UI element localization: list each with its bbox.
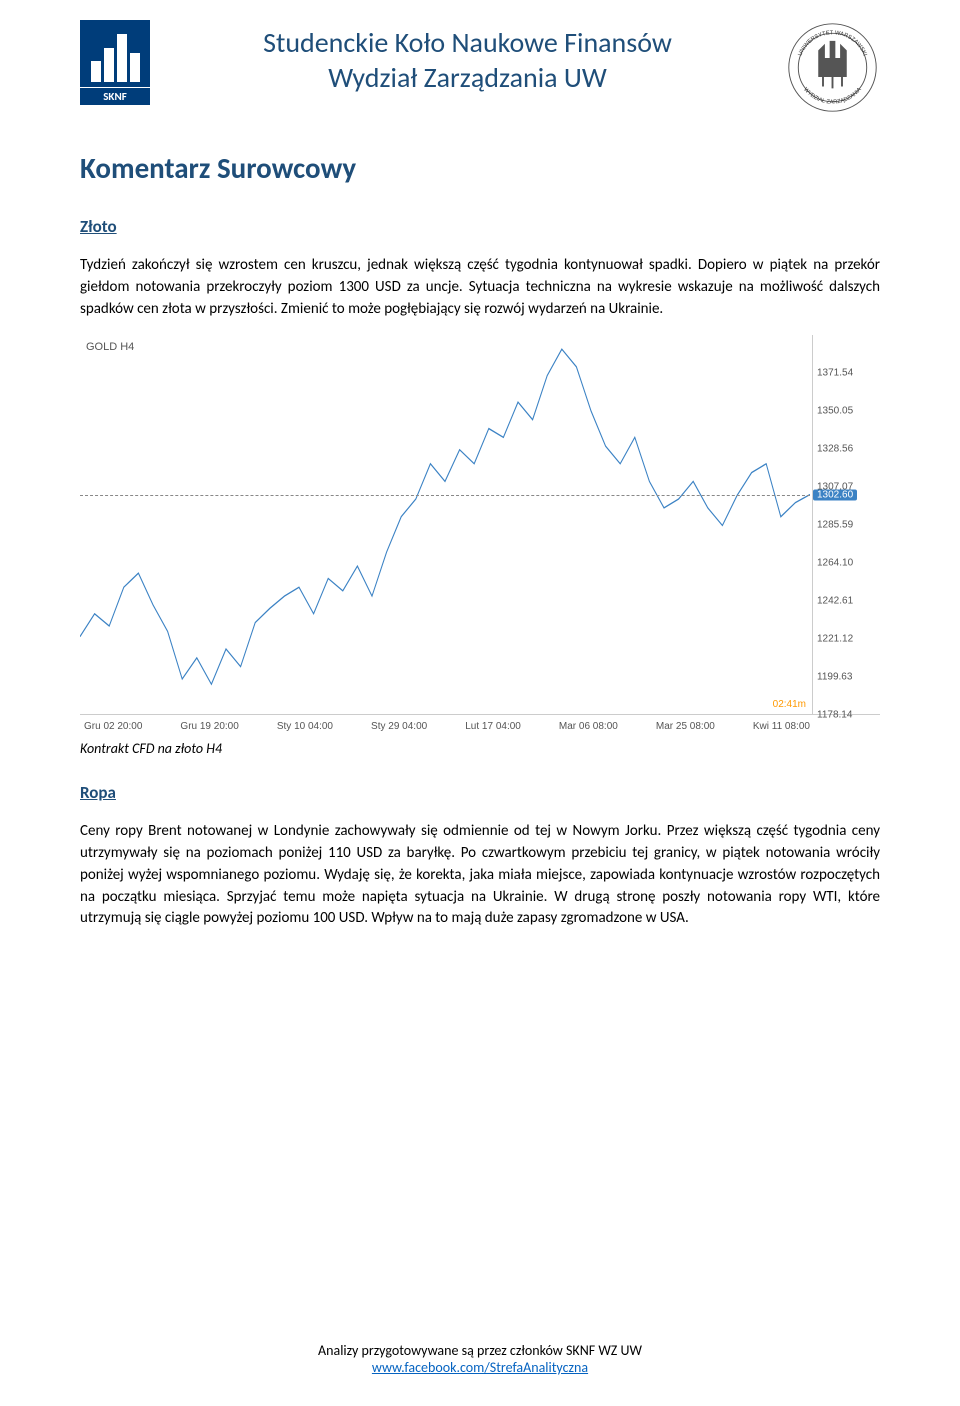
footer-link[interactable]: www.facebook.com/StrefaAnalityczna <box>372 1359 588 1376</box>
gold-chart: GOLD H4 1371.541350.051328.561307.071302… <box>80 335 880 732</box>
header-title: Studenckie Koło Naukowe Finansów Wydział… <box>150 20 785 95</box>
header-title-line2: Wydział Zarządzania UW <box>150 60 785 95</box>
current-price-line <box>80 495 810 496</box>
ytick-label: 1221.12 <box>817 634 853 645</box>
xtick-label: Sty 29 04:00 <box>371 721 427 732</box>
ytick-label: 1328.56 <box>817 444 853 455</box>
ytick-label: 1199.63 <box>817 672 852 683</box>
footer-text: Analizy przygotowywane są przez członków… <box>0 1342 960 1359</box>
sknf-logo: SKNF <box>80 20 150 105</box>
ytick-label: 1350.05 <box>817 406 853 417</box>
ytick-label: 1178.14 <box>817 710 852 721</box>
xtick-label: Kwi 11 08:00 <box>753 721 810 732</box>
section-title-zloto: Złoto <box>80 216 880 237</box>
main-title: Komentarz Surowcowy <box>80 150 880 186</box>
ytick-label: 1371.54 <box>817 368 853 379</box>
body-text-zloto: Tydzień zakończył się wzrostem cen krusz… <box>80 255 880 320</box>
header-title-line1: Studenckie Koło Naukowe Finansów <box>150 25 785 60</box>
chart-xaxis: Gru 02 20:00 Gru 19 20:00 Sty 10 04:00 Sty … <box>80 715 880 732</box>
xtick-label: Lut 17 04:00 <box>465 721 521 732</box>
volume-label: 02:41m <box>773 699 806 710</box>
svg-text:WYDZIAŁ ZARZĄDZANIA: WYDZIAŁ ZARZĄDZANIA <box>802 87 863 106</box>
xtick-label: Mar 25 08:00 <box>656 721 715 732</box>
ytick-label: 1242.61 <box>817 596 853 607</box>
xtick-label: Gru 19 20:00 <box>180 721 238 732</box>
xtick-label: Mar 06 08:00 <box>559 721 618 732</box>
price-line-svg <box>80 335 810 714</box>
ytick-label: 1285.59 <box>817 520 853 531</box>
body-text-ropa: Ceny ropy Brent notowanej w Londynie zac… <box>80 821 880 930</box>
xtick-label: Gru 02 20:00 <box>84 721 142 732</box>
xtick-label: Sty 10 04:00 <box>277 721 333 732</box>
section-title-ropa: Ropa <box>80 782 880 803</box>
page-footer: Analizy przygotowywane są przez członków… <box>0 1342 960 1376</box>
chart-caption: Kontrakt CFD na złoto H4 <box>80 740 880 757</box>
chart-plot <box>80 335 810 714</box>
chart-area: GOLD H4 1371.541350.051328.561307.071302… <box>80 335 880 715</box>
chart-yaxis: 1371.541350.051328.561307.071302.601285.… <box>812 335 880 714</box>
ytick-label: 1264.10 <box>817 558 853 569</box>
sknf-logo-bars <box>80 20 150 87</box>
sknf-logo-label: SKNF <box>80 87 150 105</box>
ytick-label: 1302.60 <box>813 490 857 501</box>
page-header: SKNF Studenckie Koło Naukowe Finansów Wy… <box>80 20 880 115</box>
uw-logo: UNIWERSYTET WARSZAWSKI WYDZIAŁ ZARZĄDZAN… <box>785 20 880 115</box>
